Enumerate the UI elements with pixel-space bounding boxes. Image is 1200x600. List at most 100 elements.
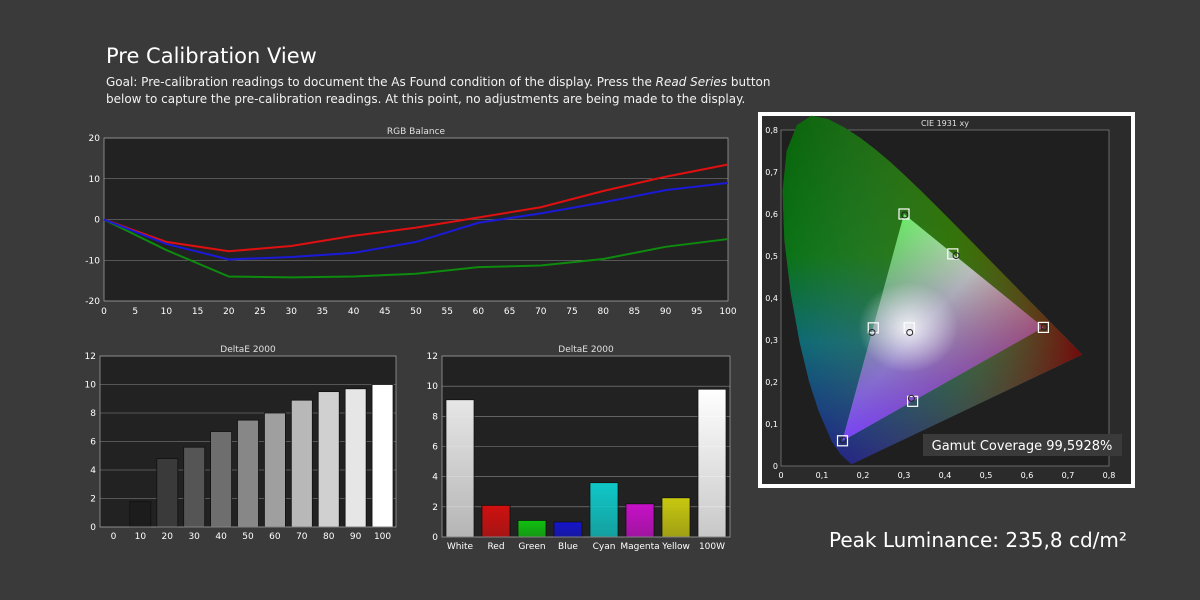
measured-point xyxy=(952,252,960,260)
x-tick-label: 30 xyxy=(285,307,297,315)
x-tick-label: 90 xyxy=(660,307,672,315)
x-tick-label: 25 xyxy=(254,307,265,315)
x-tick-label: 100 xyxy=(719,307,736,315)
x-tick-label: 20 xyxy=(162,532,174,542)
target-square xyxy=(907,395,919,407)
x-tick-label: 40 xyxy=(348,307,360,315)
bar xyxy=(290,399,313,528)
y-tick-label: 0 xyxy=(432,533,438,543)
x-tick-label: 70 xyxy=(535,307,547,315)
target-square xyxy=(836,435,849,447)
series-line-1 xyxy=(103,218,729,279)
bar xyxy=(625,503,655,538)
bar xyxy=(317,391,340,528)
x-tick-label: 0 xyxy=(101,307,107,315)
y-tick-label: 0,1 xyxy=(765,420,778,429)
y-tick-label: 0 xyxy=(90,523,96,533)
x-tick-label: 70 xyxy=(296,532,308,542)
gamut-coverage-box xyxy=(923,434,1122,456)
x-tick-label: 0,3 xyxy=(898,471,911,480)
x-tick-label: Blue xyxy=(558,542,578,552)
cie-1931-chart: CIE 1931 xy 0,8 0,7 0,6 0,5 0,4 0,3 0,2 0,1 00 0,1… xyxy=(758,112,1135,488)
x-tick-label: 60 xyxy=(269,532,281,542)
x-tick-label: 100 xyxy=(374,532,391,542)
bar xyxy=(344,388,367,528)
bar xyxy=(129,500,152,528)
x-tick-label: White xyxy=(447,542,474,552)
y-tick-label: 0,2 xyxy=(765,378,778,387)
x-tick-label: Yellow xyxy=(661,542,690,552)
target-square xyxy=(1037,321,1049,333)
target-square xyxy=(898,208,910,220)
deltae-colors-chart: DeltaE 2000 12 10 8 6 4 2 0 White Red Green Blue Cya… xyxy=(427,345,731,552)
chart-title: RGB Balance xyxy=(387,127,446,137)
peak-luminance: Peak Luminance: 235,8 cd/m² xyxy=(829,528,1127,552)
y-tick-label: 10 xyxy=(89,175,101,185)
y-tick-label: 0,6 xyxy=(765,210,778,219)
y-tick-label: 10 xyxy=(85,381,97,391)
y-tick-label: 10 xyxy=(427,382,439,392)
x-tick-label: 65 xyxy=(504,307,515,315)
y-tick-label: 12 xyxy=(427,352,438,362)
x-tick-label: 75 xyxy=(566,307,577,315)
y-tick-label: 0,8 xyxy=(765,126,778,135)
y-tick-label: 4 xyxy=(90,466,96,476)
measured-point xyxy=(906,328,914,336)
x-tick-label: Magenta xyxy=(620,542,659,552)
bar xyxy=(661,497,691,538)
x-tick-label: Green xyxy=(518,542,545,552)
bar xyxy=(371,384,394,528)
x-tick-label: 60 xyxy=(473,307,485,315)
y-tick-label: 2 xyxy=(90,495,96,505)
x-tick-label: 0 xyxy=(778,471,783,480)
goal-text: Goal: Pre-calibration readings to docume… xyxy=(106,74,806,108)
bar xyxy=(183,446,206,528)
measured-point xyxy=(907,394,915,402)
x-tick-label: 0,7 xyxy=(1062,471,1075,480)
plot-border xyxy=(99,355,397,528)
y-tick-label: 0,4 xyxy=(765,294,778,303)
x-tick-label: 80 xyxy=(597,307,609,315)
y-tick-label: 6 xyxy=(432,443,438,453)
bar xyxy=(589,482,619,538)
x-tick-label: 15 xyxy=(192,307,203,315)
goal-text-italic: Read Series xyxy=(655,75,728,89)
x-tick-label: 0,2 xyxy=(857,471,870,480)
x-tick-label: Cyan xyxy=(593,542,616,552)
x-tick-label: 80 xyxy=(323,532,335,542)
x-tick-label: 35 xyxy=(317,307,328,315)
x-tick-label: 85 xyxy=(629,307,640,315)
y-tick-label: -10 xyxy=(85,256,100,266)
x-tick-label: 5 xyxy=(132,307,138,315)
x-tick-label: 0,1 xyxy=(816,471,829,480)
target-square xyxy=(903,322,915,334)
x-tick-label: 45 xyxy=(379,307,390,315)
chart-title: DeltaE 2000 xyxy=(558,345,614,355)
y-tick-label: 2 xyxy=(432,503,438,513)
bar xyxy=(156,458,179,528)
y-tick-label: -20 xyxy=(85,297,100,307)
y-tick-label: 12 xyxy=(85,352,96,362)
measured-point xyxy=(839,436,847,444)
bar xyxy=(237,419,259,528)
gamut-coverage-label: Gamut Coverage 99,5928% xyxy=(932,439,1113,454)
measured-point xyxy=(868,328,876,336)
bar xyxy=(481,504,511,538)
y-tick-label: 8 xyxy=(432,412,438,422)
plot-border xyxy=(441,355,731,538)
x-tick-label: Red xyxy=(487,542,504,552)
y-tick-label: 4 xyxy=(432,473,438,483)
x-tick-label: 0,5 xyxy=(980,471,993,480)
x-tick-label: 10 xyxy=(161,307,173,315)
x-tick-label: 50 xyxy=(410,307,422,315)
y-tick-label: 0,7 xyxy=(765,168,778,177)
measured-point xyxy=(901,211,909,219)
y-tick-label: 20 xyxy=(89,134,101,144)
x-tick-label: 100W xyxy=(699,542,725,552)
bar xyxy=(264,412,286,528)
x-tick-label: 0,8 xyxy=(1103,471,1116,480)
target-square xyxy=(947,248,959,260)
y-tick-label: 6 xyxy=(90,438,96,448)
